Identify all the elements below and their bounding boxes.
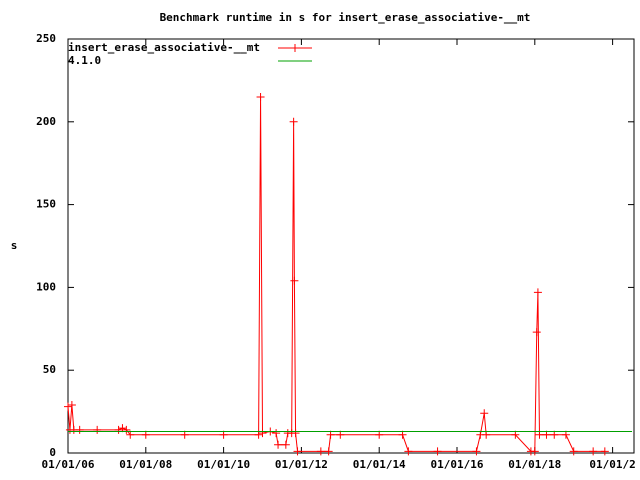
- point-marker: [550, 430, 559, 439]
- point-marker: [561, 430, 570, 439]
- point-marker: [336, 430, 345, 439]
- x-tick-label: 01/01/14: [353, 458, 406, 471]
- legend-label: insert_erase_associative-__mt: [68, 41, 260, 54]
- point-marker: [122, 425, 131, 434]
- point-marker: [67, 400, 76, 409]
- point-marker: [180, 430, 189, 439]
- point-marker: [118, 424, 127, 433]
- point-marker: [126, 430, 135, 439]
- legend-marker: [291, 44, 299, 52]
- x-tick-label: 01/01/10: [197, 458, 250, 471]
- legend-label: 4.1.0: [68, 54, 101, 67]
- point-marker: [535, 430, 544, 439]
- point-marker: [542, 430, 551, 439]
- x-tick-label: 01/01/16: [431, 458, 484, 471]
- point-marker: [530, 447, 539, 456]
- point-marker: [293, 447, 302, 456]
- point-marker: [272, 429, 281, 438]
- point-marker: [433, 447, 442, 456]
- series-line: [67, 96, 605, 452]
- point-marker: [532, 328, 541, 337]
- point-marker: [480, 409, 489, 418]
- point-marker: [316, 447, 325, 456]
- point-marker: [472, 447, 481, 456]
- y-tick-label: 250: [36, 32, 56, 45]
- x-tick-label: 01/01/12: [275, 458, 328, 471]
- point-marker: [114, 425, 123, 434]
- point-marker: [274, 440, 283, 449]
- point-marker: [281, 440, 290, 449]
- chart-title: Benchmark runtime in s for insert_erase_…: [160, 11, 531, 24]
- point-marker: [291, 429, 300, 438]
- point-marker: [324, 447, 333, 456]
- y-tick-label: 100: [36, 280, 56, 293]
- point-marker: [600, 447, 609, 456]
- plot-frame: [67, 38, 635, 454]
- point-marker: [290, 276, 299, 285]
- point-marker: [93, 425, 102, 434]
- point-marker: [256, 92, 265, 101]
- point-marker: [258, 429, 267, 438]
- point-marker: [75, 425, 84, 434]
- y-tick-label: 0: [49, 446, 56, 459]
- y-tick-label: 50: [43, 363, 56, 376]
- x-tick-label: 01/01/08: [119, 458, 172, 471]
- point-marker: [326, 430, 335, 439]
- point-marker: [482, 430, 491, 439]
- point-marker: [289, 117, 298, 126]
- point-marker: [64, 402, 72, 411]
- x-tick-label: 01/01/2: [589, 458, 635, 471]
- point-marker: [511, 430, 520, 439]
- x-tick-label: 01/01/18: [508, 458, 561, 471]
- point-marker: [254, 430, 263, 439]
- point-marker: [404, 447, 413, 456]
- point-marker: [375, 430, 384, 439]
- y-axis-label: s: [11, 239, 18, 252]
- point-marker: [219, 430, 228, 439]
- y-tick-label: 200: [36, 115, 56, 128]
- x-tick-label: 01/01/06: [42, 458, 95, 471]
- point-marker: [589, 447, 598, 456]
- point-marker: [569, 447, 578, 456]
- point-marker: [398, 430, 407, 439]
- y-tick-label: 150: [36, 198, 56, 211]
- point-marker: [533, 288, 542, 297]
- point-marker: [141, 430, 150, 439]
